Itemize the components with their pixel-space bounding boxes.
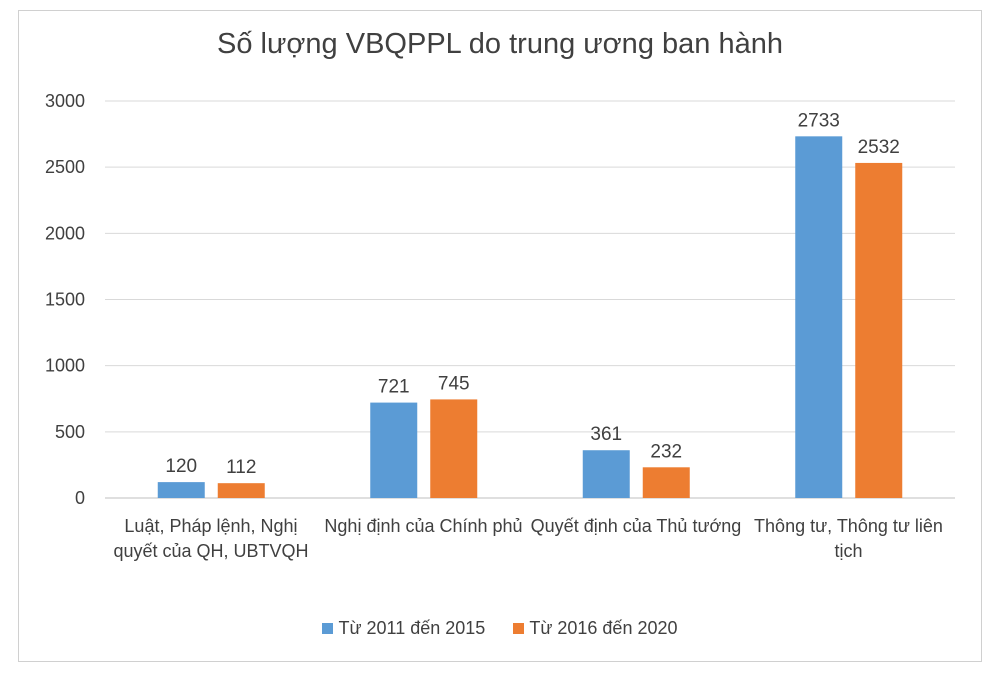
bar [642, 467, 690, 498]
bar [370, 402, 418, 498]
bar [582, 450, 630, 498]
y-tick-label: 0 [75, 488, 85, 508]
x-tick-label: Luật, Pháp lệnh, Nghị quyết của QH, UBTV… [113, 516, 309, 561]
bar [217, 483, 265, 498]
y-tick-label: 1500 [45, 290, 85, 310]
chart-frame [18, 10, 982, 662]
legend-swatch [322, 623, 334, 634]
chart-title: Số lượng VBQPPL do trung ương ban hành [217, 28, 783, 60]
legend: Từ 2011 đến 2015 Từ 2016 đến 2020 [0, 618, 1000, 639]
bar [855, 162, 903, 498]
x-tick-label: Quyết định của Thủ tướng [530, 516, 742, 536]
data-label: 745 [438, 373, 470, 394]
legend-label: Từ 2011 đến 2015 [338, 618, 486, 638]
legend-label: Từ 2016 đến 2020 [529, 618, 678, 638]
data-label: 232 [650, 441, 682, 462]
data-label: 112 [226, 457, 256, 478]
bar [795, 136, 843, 498]
data-label: 120 [165, 456, 197, 477]
data-label: 361 [590, 424, 622, 445]
data-label: 2532 [858, 137, 900, 158]
x-tick-label: Nghị định của Chính phủ [324, 516, 523, 536]
data-label: 2733 [798, 110, 840, 131]
legend-swatch [513, 623, 525, 634]
legend-item: Từ 2011 đến 2015 [322, 618, 485, 639]
bar [430, 399, 478, 498]
y-tick-label: 1000 [45, 356, 85, 376]
y-tick-label: 2000 [45, 223, 85, 243]
y-tick-label: 3000 [45, 91, 85, 111]
y-tick-label: 500 [55, 422, 85, 442]
data-label: 721 [378, 377, 410, 398]
y-tick-label: 2500 [45, 157, 85, 177]
legend-item: Từ 2016 đến 2020 [513, 618, 678, 639]
bar [157, 482, 205, 498]
x-tick-label: Thông tư, Thông tư liên tịch [754, 516, 943, 561]
